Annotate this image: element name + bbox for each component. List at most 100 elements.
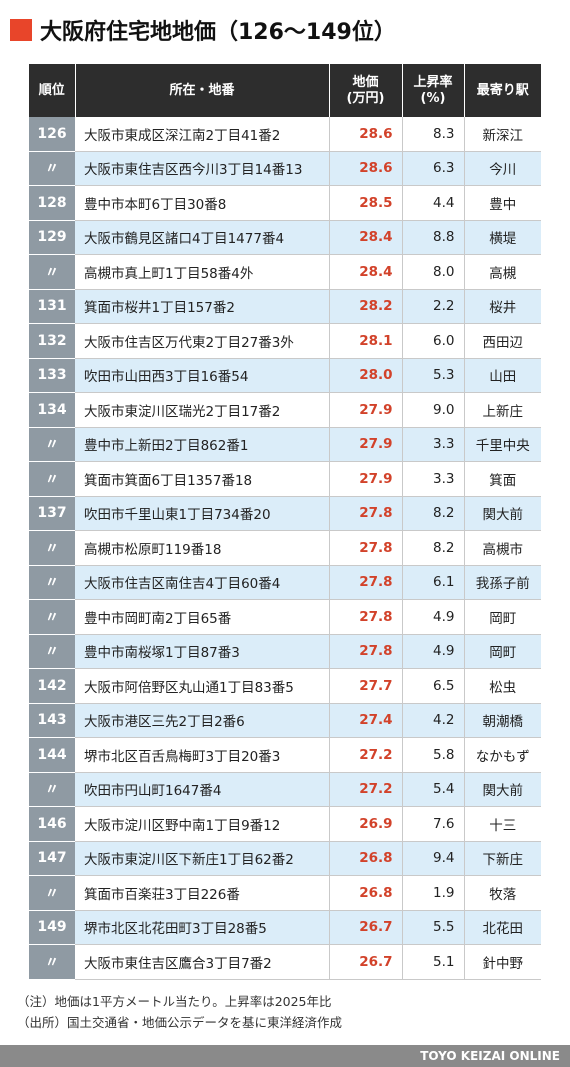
price-cell: 26.8 [329,841,403,876]
price-cell: 27.9 [329,427,403,462]
note-source: （出所）国土交通省・地価公示データを基に東洋経済作成 [17,1015,343,1030]
address-cell: 吹田市千里山東1丁目734番20 [75,496,330,531]
table-row: 133 吹田市山田西3丁目16番54 28.0 5.3 山田 [29,358,541,393]
rank-cell: 133 [29,358,75,393]
table-row: 149 堺市北区北花田町3丁目28番5 26.7 5.5 北花田 [29,910,541,945]
address-cell: 大阪市東淀川区下新庄1丁目62番2 [75,841,330,876]
table-row: 132 大阪市住吉区万代東2丁目27番3外 28.1 6.0 西田辺 [29,323,541,359]
rate-cell: 8.3 [402,117,465,152]
table-row: 144 堺市北区百舌鳥梅町3丁目20番3 27.2 5.8 なかもず [29,737,541,773]
rank-cell: 〃 [29,151,75,186]
address-cell: 高槻市真上町1丁目58番4外 [75,254,330,290]
table-row: 〃高槻市松原町119番18 27.8 8.2 高槻市 [29,530,541,566]
table-row: 〃吹田市円山町1647番4 27.2 5.4 関大前 [29,772,541,807]
table-header-row: 順位 所在・地番 地価 (万円) 上昇率 (%) 最寄り駅 [29,64,541,117]
header-price-line2: (万円) [346,90,385,106]
address-cell: 箕面市百楽荘3丁目226番 [75,875,330,911]
station-cell: 横堤 [464,220,541,255]
rate-cell: 5.1 [402,944,465,980]
price-cell: 28.6 [329,151,403,186]
rank-cell: 147 [29,841,75,876]
address-cell: 箕面市箕面6丁目1357番18 [75,461,330,497]
price-cell: 27.8 [329,496,403,531]
address-cell: 豊中市本町6丁目30番8 [75,185,330,221]
table-row: 〃大阪市住吉区南住吉4丁目60番4 27.8 6.1 我孫子前 [29,565,541,600]
table-row: 126 大阪市東成区深江南2丁目41番2 28.6 8.3 新深江 [29,117,541,152]
station-cell: 関大前 [464,772,541,807]
price-cell: 28.6 [329,117,403,152]
rank-cell: 131 [29,289,75,324]
rank-cell: 〃 [29,875,75,911]
station-cell: 岡町 [464,634,541,669]
rank-cell: 126 [29,117,75,152]
price-cell: 28.1 [329,323,403,359]
rank-cell: 〃 [29,530,75,566]
rate-cell: 5.5 [402,910,465,945]
header-price-line1: 地価 [352,74,379,90]
table-row: 〃箕面市百楽荘3丁目226番 26.8 1.9 牧落 [29,875,541,911]
table-row: 〃豊中市南桜塚1丁目87番3 27.8 4.9 岡町 [29,634,541,669]
price-cell: 27.8 [329,565,403,600]
table-row: 〃豊中市岡町南2丁目65番 27.8 4.9 岡町 [29,599,541,635]
table-row: 〃大阪市東住吉区西今川3丁目14番13 28.6 6.3 今川 [29,151,541,186]
rate-cell: 8.2 [402,496,465,531]
table-row: 〃豊中市上新田2丁目862番1 27.9 3.3 千里中央 [29,427,541,462]
price-cell: 27.8 [329,599,403,635]
address-cell: 大阪市鶴見区諸口4丁目1477番4 [75,220,330,255]
rank-cell: 143 [29,703,75,738]
rank-cell: 〃 [29,944,75,980]
address-cell: 大阪市淀川区野中南1丁目9番12 [75,806,330,842]
price-cell: 27.8 [329,634,403,669]
station-cell: 松虫 [464,668,541,704]
address-cell: 大阪市東住吉区西今川3丁目14番13 [75,151,330,186]
rank-cell: 129 [29,220,75,255]
price-cell: 26.7 [329,944,403,980]
rank-cell: 〃 [29,565,75,600]
rank-cell: 146 [29,806,75,842]
table-row: 142 大阪市阿倍野区丸山通1丁目83番5 27.7 6.5 松虫 [29,668,541,704]
header-price: 地価 (万円) [329,64,403,117]
price-cell: 28.4 [329,220,403,255]
rate-cell: 6.1 [402,565,465,600]
price-cell: 26.8 [329,875,403,911]
address-cell: 大阪市住吉区万代東2丁目27番3外 [75,323,330,359]
table-row: 131 箕面市桜井1丁目157番2 28.2 2.2 桜井 [29,289,541,324]
price-cell: 27.9 [329,392,403,428]
rank-cell: 149 [29,910,75,945]
rate-cell: 7.6 [402,806,465,842]
station-cell: 西田辺 [464,323,541,359]
rank-cell: 〃 [29,634,75,669]
rate-cell: 3.3 [402,461,465,497]
station-cell: なかもず [464,737,541,773]
rank-cell: 〃 [29,772,75,807]
footer-brand: TOYO KEIZAI ONLINE [0,1045,570,1067]
address-cell: 大阪市港区三先2丁目2番6 [75,703,330,738]
notes: （注）地価は1平方メートル当たり。上昇率は2025年比 （出所）国土交通省・地価… [17,991,342,1033]
rate-cell: 4.4 [402,185,465,221]
header-address: 所在・地番 [75,64,330,117]
price-cell: 27.4 [329,703,403,738]
station-cell: 箕面 [464,461,541,497]
station-cell: 高槻市 [464,530,541,566]
station-cell: 関大前 [464,496,541,531]
station-cell: 桜井 [464,289,541,324]
address-cell: 堺市北区北花田町3丁目28番5 [75,910,330,945]
address-cell: 高槻市松原町119番18 [75,530,330,566]
rank-cell: 〃 [29,254,75,290]
station-cell: 新深江 [464,117,541,152]
address-cell: 豊中市岡町南2丁目65番 [75,599,330,635]
title-bar: 大阪府住宅地地価（126〜149位） [10,10,560,50]
rank-cell: 144 [29,737,75,773]
header-rate-line1: 上昇率 [413,74,453,90]
address-cell: 吹田市山田西3丁目16番54 [75,358,330,393]
address-cell: 吹田市円山町1647番4 [75,772,330,807]
station-cell: 豊中 [464,185,541,221]
rank-cell: 〃 [29,427,75,462]
station-cell: 針中野 [464,944,541,980]
price-cell: 28.0 [329,358,403,393]
rank-cell: 128 [29,185,75,221]
rank-cell: 〃 [29,599,75,635]
ranking-table: 順位 所在・地番 地価 (万円) 上昇率 (%) 最寄り駅 126 大阪市東成区深… [29,64,541,980]
rate-cell: 4.9 [402,634,465,669]
price-cell: 28.2 [329,289,403,324]
